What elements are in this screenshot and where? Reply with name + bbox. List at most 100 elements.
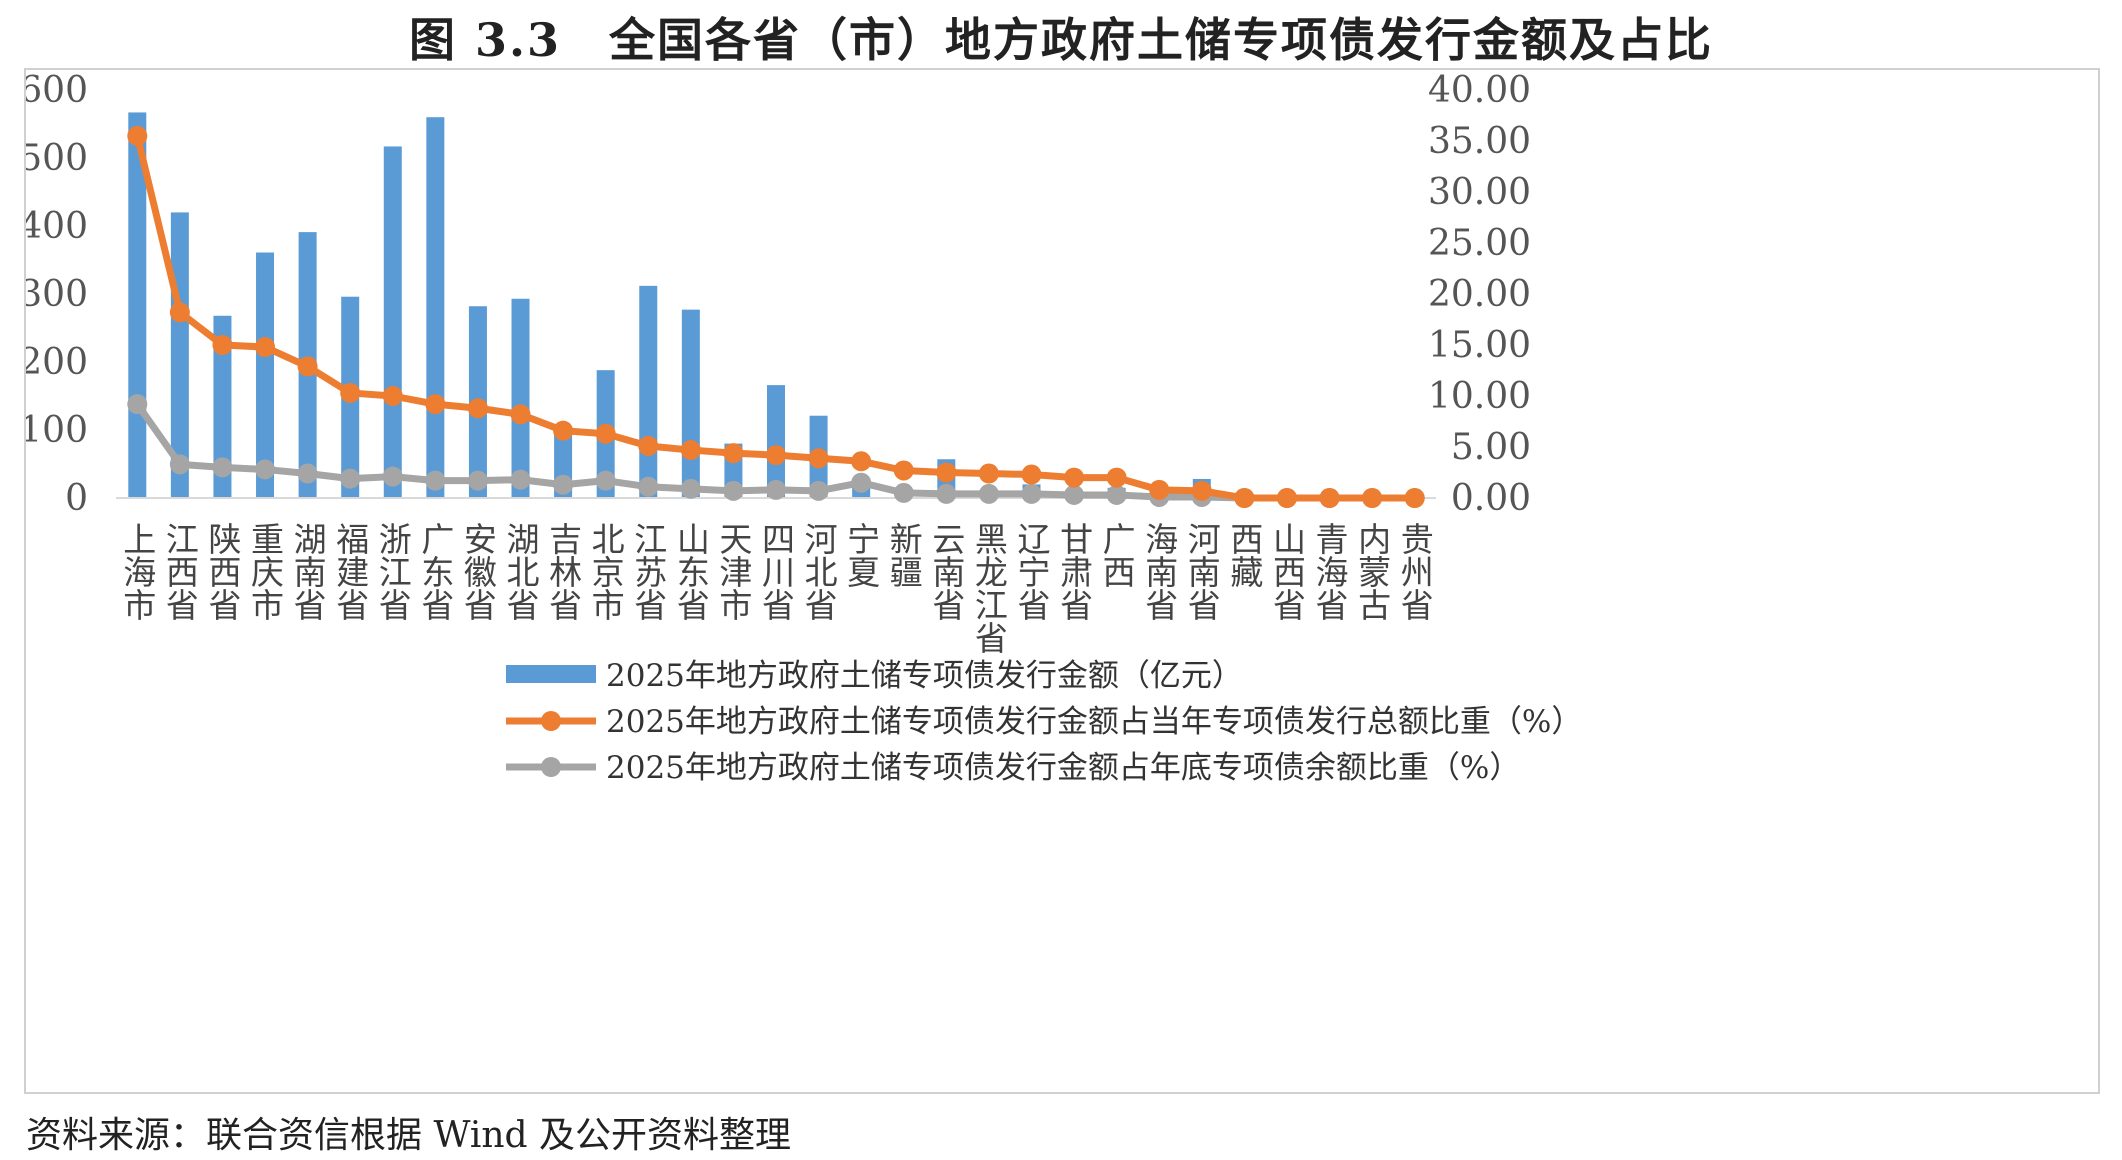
- left-tick-label: 600: [26, 70, 88, 111]
- orange-series-point: [1191, 480, 1212, 501]
- orange-series-point: [169, 302, 190, 323]
- category-label: 江西省: [160, 522, 199, 621]
- legend-label: 2025年地方政府土储专项债发行金额（亿元）: [606, 658, 1243, 694]
- category-label: 新疆: [884, 522, 923, 588]
- gray-series-point: [553, 474, 574, 495]
- left-tick-label: 100: [26, 410, 88, 451]
- category-label: 甘肃省: [1055, 522, 1094, 621]
- orange-series-point: [553, 420, 574, 441]
- orange-series-point: [851, 451, 872, 472]
- gray-series-point: [766, 479, 786, 500]
- category-label: 贵州省: [1395, 522, 1434, 621]
- category-label: 内蒙古: [1353, 522, 1392, 621]
- category-label: 湖南省: [288, 522, 327, 621]
- chart: 0 100 200 300 400 500 600 0.00 5.00 10.00 15.00 20.…: [26, 70, 1582, 786]
- right-tick-label: 40.00: [1428, 70, 1531, 111]
- category-label: 黑龙江省: [969, 522, 1008, 654]
- orange-series-point: [297, 356, 318, 377]
- right-tick-label: 0.00: [1451, 478, 1531, 519]
- orange-series-point: [382, 386, 403, 406]
- category-label: 陕西省: [203, 522, 242, 621]
- bar: [511, 298, 530, 498]
- left-tick-label: 400: [26, 206, 88, 247]
- gray-series-point: [936, 483, 957, 504]
- orange-series-point: [936, 462, 957, 483]
- category-label: 云南省: [927, 522, 966, 621]
- orange-series-point: [255, 337, 276, 358]
- category-label: 西藏: [1225, 522, 1264, 588]
- gray-series-point: [723, 480, 744, 501]
- orange-series-point: [978, 463, 999, 484]
- gray-series-point: [808, 480, 829, 501]
- gray-series-point: [510, 469, 531, 490]
- gray-series-point: [255, 459, 276, 480]
- ticks-layer: 0 100 200 300 400 500 600 0.00 5.00 10.00 15.00 20.…: [26, 70, 1531, 519]
- category-label: 河北省: [799, 522, 838, 621]
- category-label: 四川省: [757, 522, 796, 621]
- gray-series-point: [127, 394, 148, 415]
- right-tick-label: 15.00: [1428, 325, 1531, 366]
- lines-layer: [127, 125, 1425, 508]
- category-label: 青海省: [1310, 522, 1349, 621]
- orange-series-point: [1319, 488, 1340, 508]
- orange-series-point: [1362, 488, 1383, 508]
- category-label: 上海市: [118, 522, 157, 621]
- right-tick-label: 35.00: [1428, 121, 1531, 162]
- right-tick-label: 5.00: [1451, 427, 1531, 468]
- gray-series-point: [1064, 484, 1085, 505]
- gray-series-point: [638, 476, 659, 497]
- category-label: 辽宁省: [1012, 522, 1051, 621]
- source-note: 资料来源：联合资信根据 Wind 及公开资料整理: [26, 1115, 792, 1156]
- gray-series-point: [1106, 484, 1127, 505]
- category-label: 湖北省: [501, 522, 540, 621]
- legend-label: 2025年地方政府土储专项债发行金额占年底专项债余额比重（%）: [606, 750, 1520, 786]
- category-label: 重庆市: [246, 522, 285, 621]
- orange-series-point: [467, 398, 488, 419]
- right-tick-label: 20.00: [1428, 274, 1531, 315]
- bar: [767, 385, 785, 498]
- gray-series-point: [467, 470, 488, 491]
- orange-series-point: [638, 435, 659, 456]
- orange-series-point: [1149, 479, 1170, 500]
- left-tick-label: 500: [26, 138, 88, 179]
- orange-series-point: [1234, 488, 1255, 508]
- orange-series-point: [340, 382, 361, 403]
- category-label: 吉林省: [544, 522, 583, 621]
- gray-series-point: [212, 457, 233, 478]
- category-label: 福建省: [331, 522, 370, 621]
- orange-series-point: [1404, 488, 1425, 508]
- bar: [681, 309, 700, 498]
- orange-series-point: [212, 335, 233, 355]
- category-label: 山西省: [1267, 522, 1306, 621]
- category-label: 北京市: [586, 522, 625, 621]
- right-tick-label: 10.00: [1428, 376, 1531, 417]
- legend-swatch-bar: [506, 665, 596, 683]
- orange-series-point: [425, 394, 446, 415]
- gray-series-point: [1021, 483, 1042, 504]
- orange-series-point: [766, 445, 786, 466]
- category-label: 山东省: [671, 522, 710, 621]
- category-label: 河南省: [1182, 522, 1221, 621]
- gray-series-point: [978, 483, 999, 504]
- category-label: 江苏省: [629, 522, 668, 621]
- category-label: 天津市: [714, 522, 753, 621]
- bar: [213, 315, 232, 498]
- gray-series-point: [851, 472, 872, 493]
- figure-title: 图 3.3 全国各省（市）地方政府土储专项债发行金额及占比: [408, 13, 1714, 67]
- gray-series-point: [340, 468, 361, 489]
- orange-series-point: [1021, 464, 1042, 485]
- orange-series-point: [1106, 467, 1127, 488]
- bars-layer: [128, 112, 1211, 498]
- legend-marker-orange: [541, 711, 561, 731]
- orange-series-point: [723, 443, 744, 464]
- category-label: 广东省: [416, 522, 455, 621]
- left-tick-label: 0: [65, 478, 88, 519]
- orange-series-point: [1276, 488, 1297, 508]
- gray-series-point: [382, 466, 403, 487]
- right-tick-label: 25.00: [1428, 223, 1531, 264]
- bar: [383, 146, 402, 498]
- orange-series-point: [1064, 467, 1085, 488]
- bar: [256, 252, 275, 498]
- category-label: 安徽省: [458, 522, 497, 621]
- legend-label: 2025年地方政府土储专项债发行金额占当年专项债发行总额比重（%）: [606, 704, 1582, 740]
